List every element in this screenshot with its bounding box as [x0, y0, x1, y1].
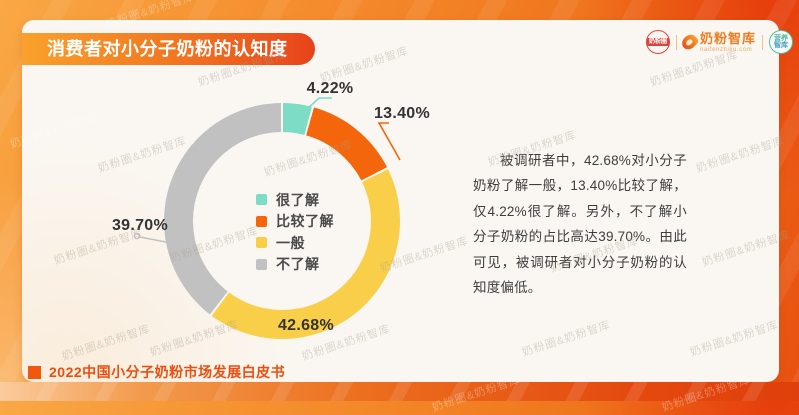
legend-label: 很了解: [276, 191, 320, 208]
bottom-strip: [0, 382, 799, 401]
legend-swatch: [256, 258, 267, 270]
flame-icon: [679, 31, 700, 53]
legend-swatch: [256, 215, 267, 227]
legend-label: 不了解: [276, 256, 320, 273]
nutrition-badge-line1: 营养: [774, 35, 789, 42]
source-text: 2022中国小分子奶粉市场发展白皮书: [49, 364, 286, 380]
legend-swatch: [256, 237, 267, 249]
brand-url: naifenzhiku.com: [700, 46, 753, 53]
brand-logos: 奶粉圈 奶粉智库 naifenzhiku.com 营养 智库: [646, 29, 794, 55]
title-badge: 消费者对小分子奶粉的认知度: [22, 33, 315, 65]
legend-item: 比较了解: [256, 211, 334, 233]
legend-item: 很了解: [256, 189, 334, 211]
content-card: [22, 20, 779, 382]
legend-item: 一般: [256, 232, 334, 254]
divider: [762, 34, 764, 50]
nutrition-badge-line2: 智库: [774, 42, 789, 49]
stamp-text: 奶粉圈: [647, 38, 669, 46]
divider: [676, 34, 677, 50]
infographic-root: 消费者对小分子奶粉的认知度 奶粉圈 奶粉智库 naifenzhiku.com 营…: [0, 0, 799, 401]
legend-item: 不了解: [256, 254, 334, 276]
source-note: 2022中国小分子奶粉市场发展白皮书: [28, 362, 285, 382]
naifenquan-stamp-logo: 奶粉圈: [646, 30, 670, 54]
chart-legend: 很了解比较了解一般不了解: [256, 189, 334, 275]
legend-swatch: [256, 194, 267, 206]
legend-label: 比较了解: [276, 213, 334, 230]
donut-chart: 很了解比较了解一般不了解: [164, 103, 400, 339]
bullet-square-icon: [28, 365, 41, 379]
nutrition-badge-logo: 营养 智库: [769, 30, 794, 54]
percent-label: 42.68%: [277, 317, 335, 334]
brand-name: 奶粉智库: [700, 30, 757, 46]
percent-label: 13.40%: [373, 105, 431, 122]
analysis-text: 被调研者中，42.68%对小分子奶粉了解一般，13.40%比较了解，仅4.22%…: [473, 153, 687, 296]
donut-hole: [193, 132, 371, 310]
legend-label: 一般: [276, 234, 305, 251]
percent-label: 4.22%: [306, 80, 354, 97]
percent-label: 39.70%: [111, 217, 169, 234]
brand-wordmark: 奶粉智库 naifenzhiku.com: [700, 32, 756, 53]
page-title: 消费者对小分子奶粉的认知度: [47, 39, 288, 59]
flame-highlight: [684, 38, 694, 47]
